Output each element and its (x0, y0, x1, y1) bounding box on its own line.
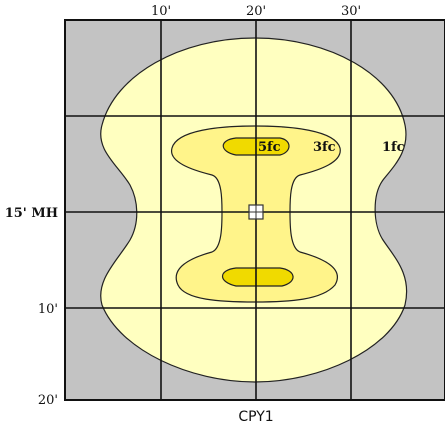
left-tick-10: 10' (38, 302, 58, 317)
top-tick-10: 10' (151, 4, 171, 19)
left-tick-20: 20' (38, 393, 58, 408)
square-fixture-icon (248, 204, 264, 220)
contour-5fc-lower (221, 267, 294, 287)
top-tick-20: 20' (246, 4, 266, 19)
contour-label-3fc: 3fc (313, 140, 336, 155)
mount-height-label: 15' MH (5, 206, 58, 221)
plot-frame (64, 19, 445, 401)
diagram-caption: CPY1 (238, 409, 273, 425)
top-tick-30: 30' (341, 4, 361, 19)
contour-label-5fc: 5fc (258, 140, 281, 155)
contour-label-1fc: 1fc (382, 140, 405, 155)
